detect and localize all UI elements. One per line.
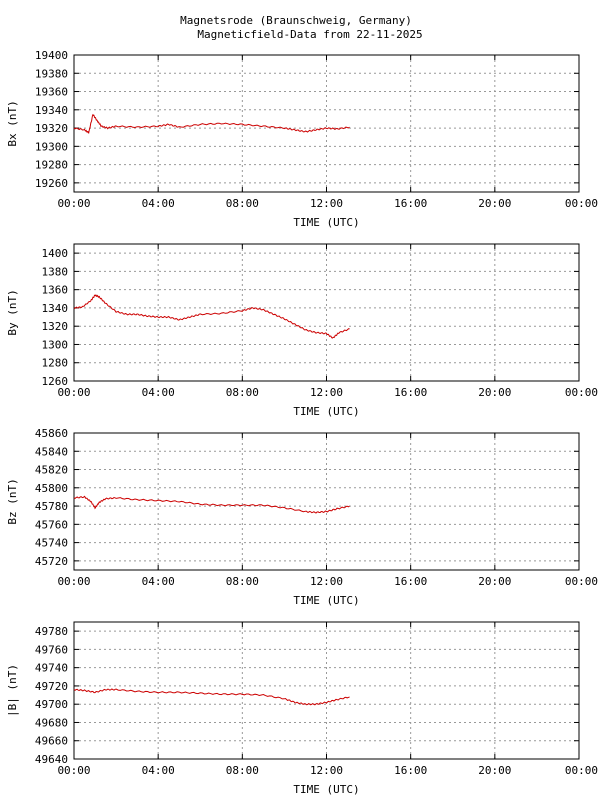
x-tick-label: 16:00 [394,197,427,210]
y-tick-label: 45740 [35,537,68,550]
x-tick-label: 08:00 [226,575,259,588]
x-tick-label: 20:00 [478,575,511,588]
x-tick-label: 08:00 [226,764,259,777]
x-tick-label: 00:00 [565,575,598,588]
y-tick-label: 49740 [35,662,68,675]
x-axis-label: TIME (UTC) [293,216,359,229]
y-tick-label: 1360 [42,284,69,297]
y-tick-label: 49720 [35,680,68,693]
y-tick-label: 19380 [35,67,68,80]
y-tick-label: 45820 [35,464,68,477]
plot-frame [73,54,580,193]
x-tick-label: 08:00 [226,386,259,399]
y-tick-label: 19260 [35,177,68,190]
y-tick-label: 49680 [35,716,68,729]
y-tick-label: 1300 [42,338,69,351]
y-tick-label: 19280 [35,159,68,172]
y-axis-label: Bx (nT) [6,100,19,146]
y-tick-label: 19300 [35,140,68,153]
x-axis-label: TIME (UTC) [293,405,359,418]
plot-frame [73,432,580,571]
y-tick-label: 45720 [35,555,68,568]
y-axis-label: Bz (nT) [6,478,19,524]
y-tick-label: 49640 [35,753,68,766]
y-tick-label: 1380 [42,265,69,278]
panel-btotal: 49640 49660 49680 49700 49720 49740 49760 49780… [6,621,598,796]
chart-title-line2: Magneticfield-Data from 22-11-2025 [197,28,422,41]
y-tick-label: 1340 [42,302,69,315]
panel-by: 1260 1280 1300 1320 1340 1360 1380 1400 00:00 04:… [6,243,598,418]
x-tick-label: 12:00 [310,764,343,777]
x-tick-label: 16:00 [394,386,427,399]
y-tick-label: 1260 [42,375,69,388]
y-tick-label: 49700 [35,698,68,711]
x-tick-label: 04:00 [142,197,175,210]
series-line-btotal [73,688,350,706]
panel-bz: 45720 45740 45760 45780 45800 45820 45840 45860… [6,427,598,607]
x-axis-label: TIME (UTC) [293,594,359,607]
x-tick-label: 04:00 [142,575,175,588]
x-tick-label: 04:00 [142,764,175,777]
x-tick-label: 20:00 [478,197,511,210]
y-tick-label: 19400 [35,49,68,62]
chart-title-line1: Magnetsrode (Braunschweig, Germany) [180,14,412,27]
y-tick-label: 19320 [35,122,68,135]
x-tick-label: 12:00 [310,575,343,588]
x-tick-label: 12:00 [310,386,343,399]
x-axis-label: TIME (UTC) [293,783,359,796]
x-tick-label: 20:00 [478,764,511,777]
plot-frame [73,621,580,760]
x-tick-label: 00:00 [57,575,90,588]
x-tick-label: 00:00 [57,386,90,399]
y-tick-label: 1280 [42,357,69,370]
y-tick-label: 1400 [42,247,69,260]
y-tick-label: 1320 [42,320,69,333]
x-tick-label: 20:00 [478,386,511,399]
x-tick-label: 08:00 [226,197,259,210]
series-line-bz [73,495,350,514]
y-tick-label: 49780 [35,625,68,638]
y-axis-label: |B| (nT) [6,664,19,717]
x-tick-label: 00:00 [565,197,598,210]
y-tick-label: 45800 [35,482,68,495]
x-tick-label: 04:00 [142,386,175,399]
y-tick-label: 45760 [35,518,68,531]
y-tick-label: 45780 [35,500,68,513]
x-tick-label: 00:00 [565,386,598,399]
y-tick-label: 19360 [35,86,68,99]
x-tick-label: 16:00 [394,764,427,777]
plot-frame [73,243,580,382]
y-tick-label: 45860 [35,427,68,440]
y-tick-label: 19340 [35,104,68,117]
x-tick-label: 00:00 [565,764,598,777]
series-line-bx [73,113,350,134]
panel-bx: 19260 19280 19300 19320 19340 19360 19380 19400… [6,49,598,229]
y-axis-label: By (nT) [6,289,19,335]
y-tick-label: 45840 [35,445,68,458]
x-tick-label: 16:00 [394,575,427,588]
x-tick-label: 12:00 [310,197,343,210]
y-tick-label: 49660 [35,735,68,748]
x-tick-label: 00:00 [57,197,90,210]
series-line-by [73,294,350,339]
x-tick-label: 00:00 [57,764,90,777]
y-tick-label: 49760 [35,643,68,656]
